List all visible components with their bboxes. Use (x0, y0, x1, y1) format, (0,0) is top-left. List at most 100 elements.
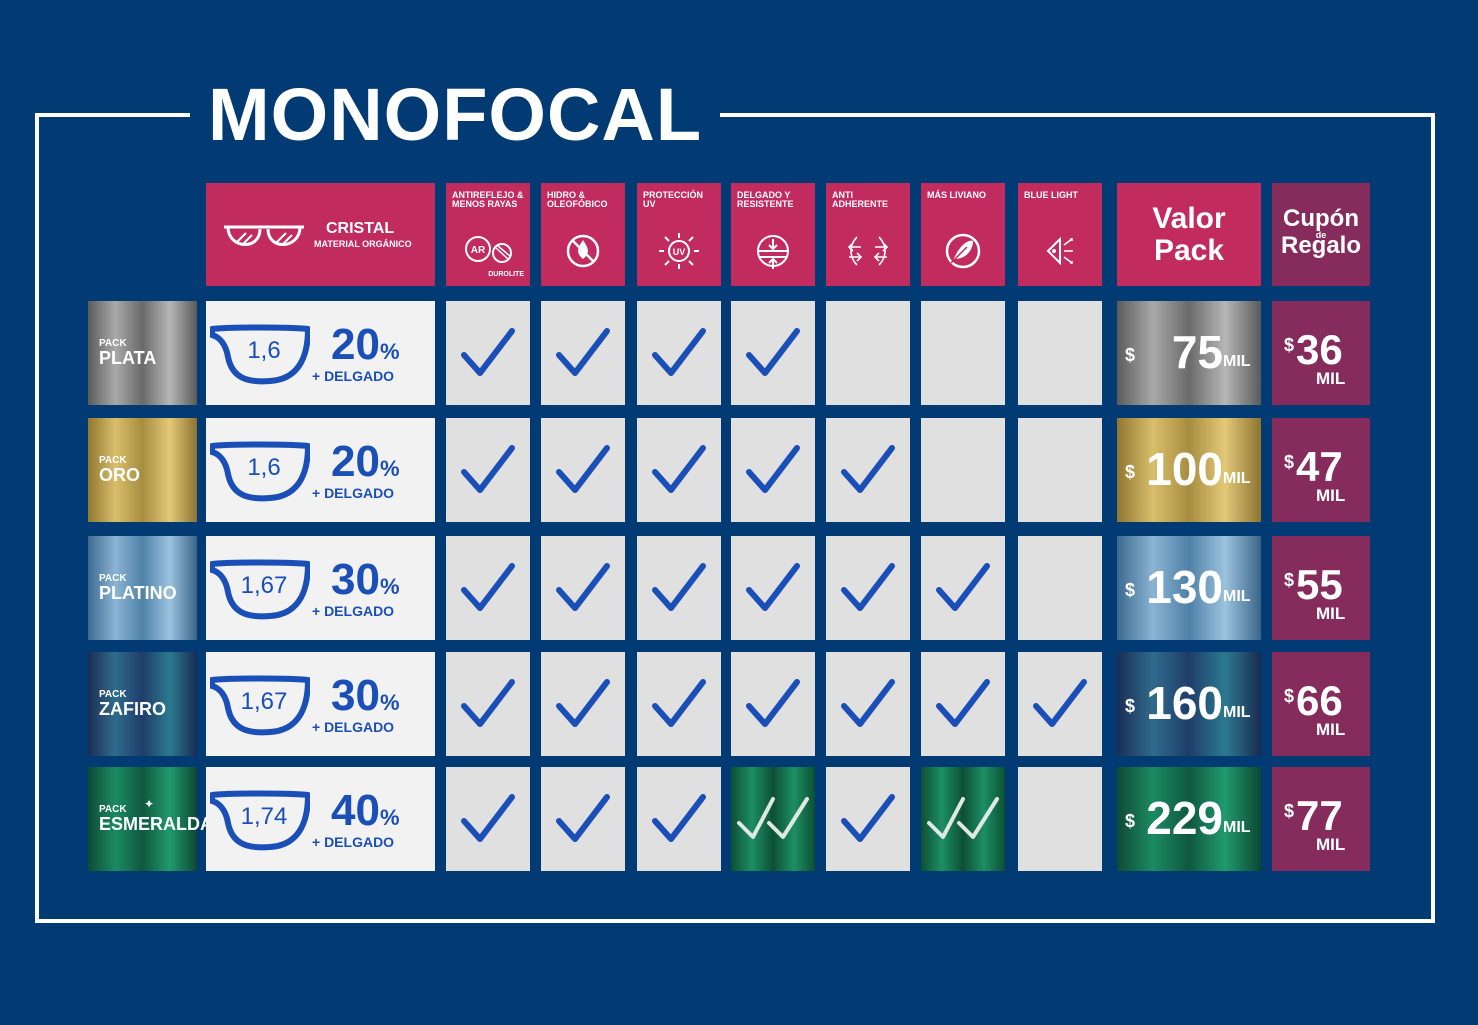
feature-cell (541, 301, 625, 405)
check-icon (936, 563, 990, 611)
valor-amount: 160 (1146, 677, 1223, 729)
feature-label: HIDRO & OLEOFÓBICO (547, 190, 608, 209)
cupon-amount: 47 (1296, 443, 1343, 490)
header-cupon-regalo: Cupón de Regalo (1272, 183, 1370, 286)
thinner-label: + DELGADO (312, 719, 395, 735)
valor-unit: MIL (1223, 353, 1251, 370)
check-icon (461, 445, 515, 493)
check-icon (556, 563, 610, 611)
currency-sign: $ (1284, 801, 1295, 821)
feature-cell (731, 767, 815, 871)
thinner-label: + DELGADO (312, 834, 395, 850)
currency-sign: $ (1125, 345, 1136, 365)
lens-index: 1,6 (247, 337, 281, 364)
lens-icon (210, 675, 310, 736)
valor-label-2: Pack (1153, 234, 1225, 267)
feature-cell (1018, 652, 1102, 756)
currency-sign: $ (1284, 452, 1295, 472)
valor-amount: 75 (1171, 326, 1223, 378)
sparkle-icon: ✦ (144, 797, 155, 811)
check-icon (652, 679, 706, 727)
header-feature-3: DELGADO Y RESISTENTE (731, 183, 815, 286)
cupon-amount: 36 (1296, 326, 1343, 373)
thinner-label: + DELGADO (312, 485, 395, 501)
pack-name: PLATINO (99, 583, 177, 603)
cristal-subtitle: MATERIAL ORGÁNICO (314, 239, 412, 249)
valor-pack-cell: $229 MIL (1117, 767, 1261, 871)
valor-amount: 100 (1146, 443, 1223, 495)
percent-value: 30 (331, 671, 380, 720)
cupon-cell: $77 MIL (1272, 767, 1370, 871)
valor-unit: MIL (1223, 588, 1251, 605)
lens-index: 1,6 (247, 454, 281, 481)
lens-icon (210, 441, 310, 502)
feature-cell (1018, 301, 1102, 405)
thinner-percent: 30% (331, 558, 400, 609)
feature-cell (1018, 536, 1102, 640)
check-icon (841, 563, 895, 611)
check-icon (841, 445, 895, 493)
pack-label: PACK (99, 689, 127, 700)
svg-text:AR: AR (471, 245, 486, 256)
cupon-unit: MIL (1316, 604, 1346, 623)
feature-label: BLUE LIGHT (1024, 190, 1078, 200)
cupon-cell: $47 MIL (1272, 418, 1370, 522)
durolite-label: DUROLITE (488, 271, 524, 278)
cupon-label-2: de (1315, 230, 1327, 240)
lens-icon (210, 559, 310, 620)
check-icon (652, 563, 706, 611)
feature-cell (921, 418, 1005, 522)
feature-label: DELGADO Y RESISTENTE (737, 190, 794, 209)
content-frame (35, 113, 1435, 923)
lens-icon (210, 324, 310, 385)
valor-unit: MIL (1223, 704, 1251, 721)
check-icon (652, 445, 706, 493)
valor-pack-cell: $75 MIL (1117, 301, 1261, 405)
cristal-title: CRISTAL (326, 220, 395, 237)
percent-value: 30 (331, 555, 380, 604)
feature-cell (826, 767, 910, 871)
feature-cell (826, 536, 910, 640)
cupon-amount: 77 (1296, 792, 1343, 839)
pack-cell-oro: PACK ORO (88, 418, 197, 522)
pack-label: PACK (99, 338, 127, 349)
title-mask (190, 95, 720, 135)
valor-amount: 130 (1146, 561, 1223, 613)
pack-label: PACK (99, 573, 127, 584)
check-icon (746, 328, 800, 376)
cupon-cell: $66 MIL (1272, 652, 1370, 756)
thinner-label: + DELGADO (312, 603, 395, 619)
feature-cell (541, 536, 625, 640)
check-icon (461, 679, 515, 727)
header-valor-pack: Valor Pack (1117, 183, 1261, 286)
thinner-label: + DELGADO (312, 368, 395, 384)
currency-sign: $ (1125, 696, 1136, 716)
feature-label: ANTI ADHERENTE (832, 190, 889, 209)
check-icon (746, 679, 800, 727)
currency-sign: $ (1284, 335, 1295, 355)
pack-cell-zafiro: PACK ZAFIRO (88, 652, 197, 756)
lens-cell: 1,74 40% + DELGADO (206, 767, 435, 871)
lens-index: 1,67 (240, 572, 288, 599)
feature-cell (921, 301, 1005, 405)
pack-name: PLATA (99, 348, 157, 368)
pack-name: ESMERALDA (99, 814, 214, 834)
lens-cell: 1,67 30% + DELGADO (206, 536, 435, 640)
check-icon (461, 563, 515, 611)
pack-cell-plata: PACK PLATA (88, 301, 197, 405)
thinner-percent: 20% (331, 440, 400, 491)
feature-cell (637, 652, 721, 756)
cupon-unit: MIL (1316, 486, 1346, 505)
lens-cell: 1,6 20% + DELGADO (206, 418, 435, 522)
lens-index: 1,67 (240, 688, 288, 715)
thinner-percent: 20% (331, 323, 400, 374)
currency-sign: $ (1125, 462, 1136, 482)
valor-amount: 229 (1146, 792, 1223, 844)
header-feature-0: ANTIREFLEJO & MENOS RAYAS AR DUROLITE (446, 183, 530, 286)
pack-label: PACK (99, 804, 127, 815)
percent-sign: % (379, 456, 400, 481)
feature-cell (637, 418, 721, 522)
header-feature-1: HIDRO & OLEOFÓBICO (541, 183, 625, 286)
pack-name: ZAFIRO (99, 699, 166, 719)
feature-cell (826, 652, 910, 756)
